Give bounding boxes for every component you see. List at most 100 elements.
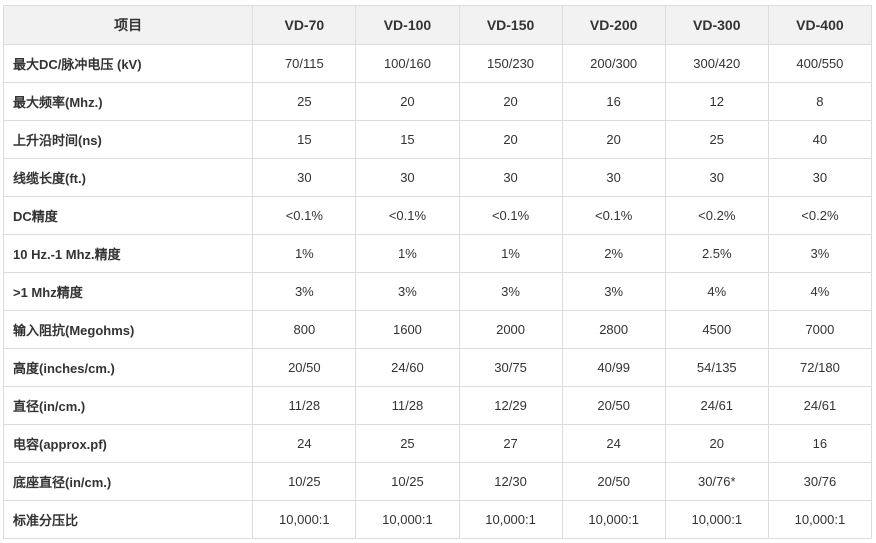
value-cell: 25	[664, 120, 769, 159]
value-cell: 24	[252, 424, 357, 463]
value-cell: 10/25	[355, 462, 460, 501]
value-cell: 150/230	[458, 44, 563, 83]
value-cell: 10,000:1	[767, 500, 873, 539]
row-label-cell: 线缆长度(ft.)	[2, 158, 254, 197]
header-cell-vd100: VD-100	[355, 5, 460, 45]
value-cell: 4%	[664, 272, 769, 311]
header-cell-vd150: VD-150	[458, 5, 563, 45]
value-cell: 27	[458, 424, 563, 463]
row-label-cell: DC精度	[2, 196, 254, 235]
value-cell: 15	[252, 120, 357, 159]
table-row: 线缆长度(ft.) 30 30 30 30 30 30	[2, 158, 873, 197]
value-cell: 25	[355, 424, 460, 463]
row-label-cell: 上升沿时间(ns)	[2, 120, 254, 159]
value-cell: <0.2%	[664, 196, 769, 235]
value-cell: 7000	[767, 310, 873, 349]
value-cell: 1%	[458, 234, 563, 273]
header-cell-vd300: VD-300	[664, 5, 769, 45]
value-cell: 10,000:1	[561, 500, 666, 539]
value-cell: 24	[561, 424, 666, 463]
value-cell: <0.1%	[561, 196, 666, 235]
value-cell: 400/550	[767, 44, 873, 83]
value-cell: 3%	[767, 234, 873, 273]
value-cell: 30	[664, 158, 769, 197]
row-label-cell: 标准分压比	[2, 500, 254, 539]
value-cell: 10,000:1	[664, 500, 769, 539]
table-header: 项目 VD-70 VD-100 VD-150 VD-200 VD-300 VD-…	[2, 5, 873, 45]
value-cell: 1%	[252, 234, 357, 273]
header-row: 项目 VD-70 VD-100 VD-150 VD-200 VD-300 VD-…	[2, 5, 873, 45]
value-cell: 10/25	[252, 462, 357, 501]
row-label-cell: 直径(in/cm.)	[2, 386, 254, 425]
table-row: 最大频率(Mhz.) 25 20 20 16 12 8	[2, 82, 873, 121]
value-cell: 2000	[458, 310, 563, 349]
table-row: DC精度 <0.1% <0.1% <0.1% <0.1% <0.2% <0.2%	[2, 196, 873, 235]
value-cell: 11/28	[355, 386, 460, 425]
value-cell: 30	[561, 158, 666, 197]
value-cell: 20	[458, 120, 563, 159]
value-cell: <0.2%	[767, 196, 873, 235]
value-cell: 1%	[355, 234, 460, 273]
row-label-cell: 高度(inches/cm.)	[2, 348, 254, 387]
value-cell: 30	[767, 158, 873, 197]
value-cell: 30	[458, 158, 563, 197]
value-cell: 30/76*	[664, 462, 769, 501]
table-row: 高度(inches/cm.) 20/50 24/60 30/75 40/99 54/135…	[2, 348, 873, 387]
value-cell: 40/99	[561, 348, 666, 387]
value-cell: 24/61	[664, 386, 769, 425]
value-cell: 8	[767, 82, 873, 121]
value-cell: 200/300	[561, 44, 666, 83]
value-cell: 100/160	[355, 44, 460, 83]
value-cell: 10,000:1	[252, 500, 357, 539]
value-cell: 16	[767, 424, 873, 463]
value-cell: 12/29	[458, 386, 563, 425]
value-cell: 11/28	[252, 386, 357, 425]
value-cell: 800	[252, 310, 357, 349]
row-label-cell: 电容(approx.pf)	[2, 424, 254, 463]
value-cell: 20/50	[561, 462, 666, 501]
value-cell: 4500	[664, 310, 769, 349]
table-row: 输入阻抗(Megohms) 800 1600 2000 2800 4500 7000	[2, 310, 873, 349]
table-row: 上升沿时间(ns) 15 15 20 20 25 40	[2, 120, 873, 159]
value-cell: 24/61	[767, 386, 873, 425]
row-label-cell: 输入阻抗(Megohms)	[2, 310, 254, 349]
table-row: >1 Mhz精度 3% 3% 3% 3% 4% 4%	[2, 272, 873, 311]
value-cell: 16	[561, 82, 666, 121]
value-cell: 4%	[767, 272, 873, 311]
header-cell-item: 项目	[2, 5, 254, 45]
value-cell: 30	[252, 158, 357, 197]
value-cell: 24/60	[355, 348, 460, 387]
row-label-cell: 最大频率(Mhz.)	[2, 82, 254, 121]
table-row: 底座直径(in/cm.) 10/25 10/25 12/30 20/50 30/76* 30…	[2, 462, 873, 501]
row-label-cell: >1 Mhz精度	[2, 272, 254, 311]
value-cell: <0.1%	[458, 196, 563, 235]
value-cell: 3%	[355, 272, 460, 311]
value-cell: 20	[355, 82, 460, 121]
value-cell: 30/76	[767, 462, 873, 501]
row-label-cell: 10 Hz.-1 Mhz.精度	[2, 234, 254, 273]
table-row: 标准分压比 10,000:1 10,000:1 10,000:1 10,000:1 10,…	[2, 500, 873, 539]
row-label-cell: 底座直径(in/cm.)	[2, 462, 254, 501]
value-cell: 3%	[252, 272, 357, 311]
value-cell: 20	[664, 424, 769, 463]
value-cell: 2800	[561, 310, 666, 349]
value-cell: <0.1%	[252, 196, 357, 235]
table-row: 电容(approx.pf) 24 25 27 24 20 16	[2, 424, 873, 463]
value-cell: 2.5%	[664, 234, 769, 273]
spec-table: 项目 VD-70 VD-100 VD-150 VD-200 VD-300 VD-…	[2, 5, 873, 539]
value-cell: 72/180	[767, 348, 873, 387]
value-cell: <0.1%	[355, 196, 460, 235]
table-row: 直径(in/cm.) 11/28 11/28 12/29 20/50 24/61 24/61	[2, 386, 873, 425]
value-cell: 15	[355, 120, 460, 159]
value-cell: 300/420	[664, 44, 769, 83]
value-cell: 20/50	[252, 348, 357, 387]
header-cell-vd200: VD-200	[561, 5, 666, 45]
value-cell: 12/30	[458, 462, 563, 501]
value-cell: 25	[252, 82, 357, 121]
table-row: 10 Hz.-1 Mhz.精度 1% 1% 1% 2% 2.5% 3%	[2, 234, 873, 273]
value-cell: 10,000:1	[458, 500, 563, 539]
value-cell: 54/135	[664, 348, 769, 387]
value-cell: 2%	[561, 234, 666, 273]
value-cell: 3%	[561, 272, 666, 311]
table-row: 最大DC/脉冲电压 (kV) 70/115 100/160 150/230 200/30…	[2, 44, 873, 83]
